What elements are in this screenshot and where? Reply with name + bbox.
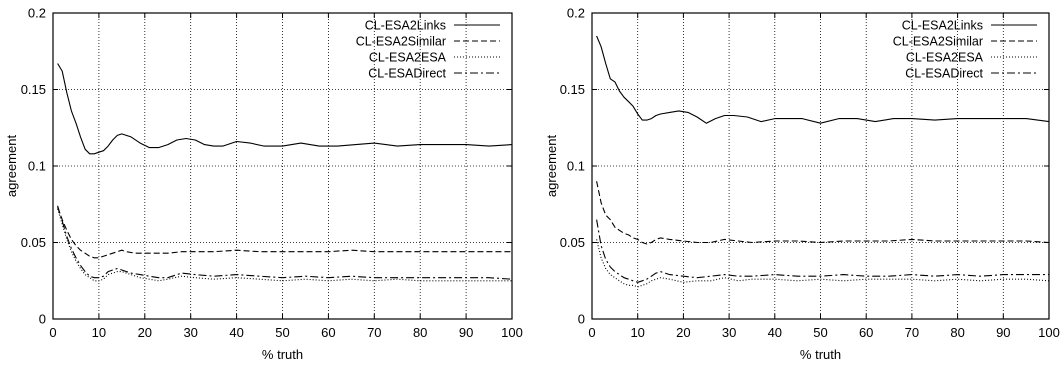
x-axis-label: % truth — [800, 347, 841, 362]
x-tick-label: 80 — [950, 325, 964, 340]
legend-label: CL-ESA2Similar — [893, 35, 983, 49]
x-tick-label: 90 — [459, 325, 473, 340]
legend-label: CL-ESA2ESA — [906, 51, 984, 65]
y-tick-label: 0.05 — [560, 235, 585, 250]
x-tick-label: 60 — [859, 325, 873, 340]
y-axis-label: agreement — [544, 135, 559, 198]
x-tick-label: 50 — [813, 325, 827, 340]
x-tick-label: 70 — [905, 325, 919, 340]
y-axis-label: agreement — [4, 135, 19, 198]
x-tick-label: 80 — [413, 325, 427, 340]
series-line-cl-esa2links — [596, 35, 1050, 124]
y-tick-label: 0 — [39, 312, 46, 327]
y-tick-label: 0.15 — [21, 82, 46, 97]
x-tick-label: 30 — [183, 325, 197, 340]
series-line-cl-esa2esa — [596, 239, 1050, 288]
x-tick-label: 30 — [722, 325, 736, 340]
x-tick-label: 0 — [588, 325, 595, 340]
series-line-cl-esa2similar — [57, 207, 512, 259]
legend-label: CL-ESA2Links — [365, 19, 446, 33]
series-line-cl-esadirect — [596, 219, 1049, 283]
x-tick-label: 0 — [49, 325, 56, 340]
x-tick-label: 40 — [229, 325, 243, 340]
legend-label: CL-ESADirect — [905, 67, 983, 81]
x-tick-label: 100 — [1038, 325, 1060, 340]
y-tick-label: 0.05 — [21, 235, 46, 250]
plot-frame — [591, 12, 1050, 320]
x-tick-label: 70 — [367, 325, 381, 340]
series-line-cl-esa2links — [57, 63, 513, 155]
y-tick-label: 0.2 — [567, 6, 585, 21]
x-tick-label: 90 — [996, 325, 1010, 340]
series-line-cl-esa2esa — [57, 208, 512, 282]
x-tick-label: 40 — [768, 325, 782, 340]
x-tick-label: 10 — [92, 325, 106, 340]
right-chart: 0 10 20 30 40 50 60 70 80 90 100 0 0.05 0.1 0.15 0.2 CL-… — [544, 6, 1060, 363]
y-tick-label: 0.15 — [560, 82, 585, 97]
y-tick-label: 0.1 — [567, 159, 585, 174]
plot-frame — [52, 12, 513, 320]
x-tick-label: 10 — [630, 325, 644, 340]
legend-label: CL-ESA2Links — [902, 19, 983, 33]
x-axis-label: % truth — [262, 347, 303, 362]
x-tick-label: 20 — [138, 325, 152, 340]
x-tick-label: 20 — [676, 325, 690, 340]
y-tick-label: 0.1 — [28, 159, 46, 174]
x-tick-label: 100 — [501, 325, 523, 340]
series-line-cl-esadirect — [57, 205, 513, 280]
y-tick-label: 0.2 — [28, 6, 46, 21]
left-chart: 0 10 20 30 40 50 60 70 80 90 100 0 0.05 0.1 0.15 0.2 CL-… — [4, 6, 523, 363]
x-tick-label: 60 — [321, 325, 335, 340]
legend-label: CL-ESA2ESA — [369, 51, 447, 65]
legend-label: CL-ESADirect — [368, 67, 446, 81]
series-line-cl-esa2similar — [596, 181, 1050, 245]
y-tick-label: 0 — [578, 312, 585, 327]
legend-label: CL-ESA2Similar — [356, 35, 446, 49]
x-tick-label: 50 — [275, 325, 289, 340]
